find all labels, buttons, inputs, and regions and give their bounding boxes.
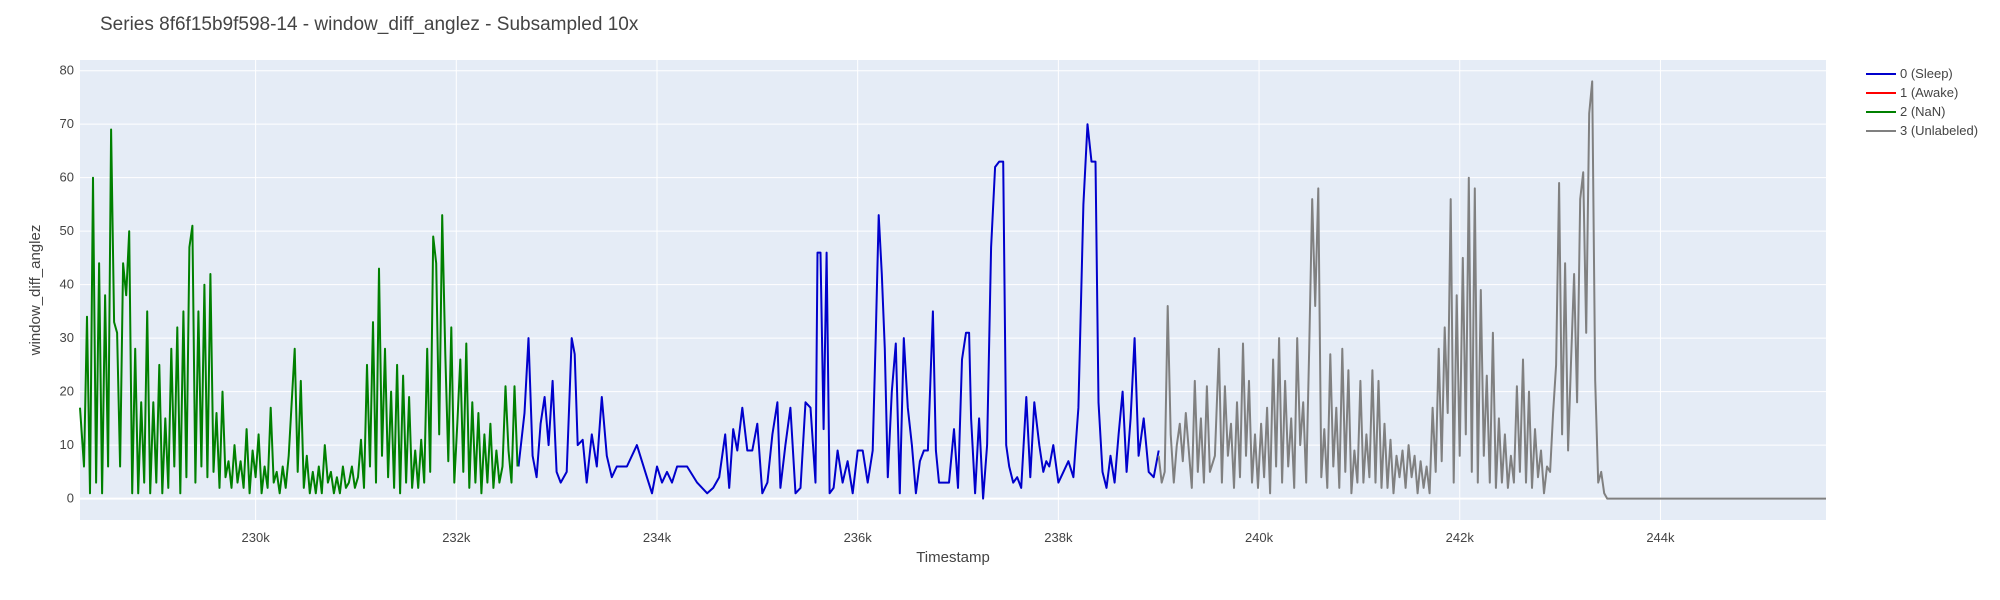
y-tick-label: 0: [67, 491, 74, 506]
x-tick-label: 238k: [1044, 530, 1073, 545]
x-tick-label: 236k: [844, 530, 873, 545]
x-tick-label: 230k: [242, 530, 271, 545]
x-tick-label: 232k: [442, 530, 471, 545]
x-tick-label: 244k: [1646, 530, 1675, 545]
y-tick-label: 10: [60, 437, 74, 452]
x-tick-label: 242k: [1446, 530, 1475, 545]
x-tick-label: 234k: [643, 530, 672, 545]
legend-label-1: 1 (Awake): [1900, 85, 1958, 100]
y-tick-label: 70: [60, 116, 74, 131]
legend-label-0: 0 (Sleep): [1900, 66, 1953, 81]
legend-label-2: 2 (NaN): [1900, 104, 1946, 119]
series-line-3: [1157, 80, 1826, 500]
y-axis-title: window_diff_anglez: [27, 225, 44, 357]
x-axis-title: Timestamp: [916, 549, 990, 566]
x-axis-ticks: 230k 232k 234k 236k 238k 240k 242k 244k: [242, 530, 1676, 545]
legend: 0 (Sleep) 1 (Awake) 2 (NaN) 3 (Unlabeled): [1866, 66, 1978, 138]
series-line-2: [79, 128, 519, 495]
y-axis-ticks: 0 10 20 30 40 50 60 70 80: [60, 63, 74, 506]
legend-label-3: 3 (Unlabeled): [1900, 123, 1978, 138]
y-tick-label: 30: [60, 330, 74, 345]
series-line-0: [517, 123, 1160, 500]
y-tick-label: 20: [60, 384, 74, 399]
y-tick-label: 50: [60, 223, 74, 238]
y-tick-label: 80: [60, 63, 74, 78]
x-tick-label: 240k: [1245, 530, 1274, 545]
series-layer: [79, 80, 1826, 500]
y-tick-label: 40: [60, 277, 74, 292]
y-tick-label: 60: [60, 170, 74, 185]
chart-title: Series 8f6f15b9f598-14 - window_diff_ang…: [100, 14, 639, 35]
